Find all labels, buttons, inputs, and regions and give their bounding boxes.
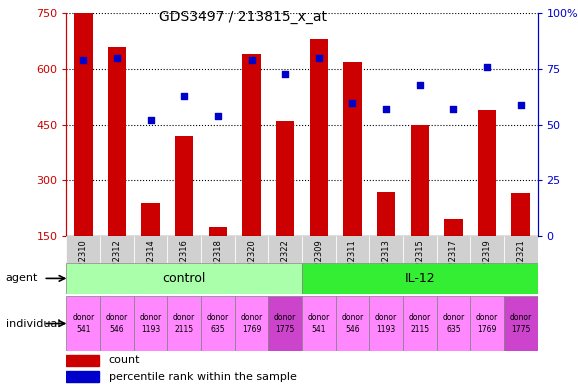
Bar bbox=[512, 194, 530, 236]
Bar bbox=[74, 13, 92, 236]
Text: donor
2115: donor 2115 bbox=[173, 313, 195, 334]
Text: donor
1769: donor 1769 bbox=[240, 313, 262, 334]
Text: GSM322319: GSM322319 bbox=[483, 239, 491, 290]
Text: donor
541: donor 541 bbox=[72, 313, 94, 334]
Bar bbox=[168, 296, 201, 351]
Text: GSM322322: GSM322322 bbox=[281, 239, 290, 290]
Text: donor
1775: donor 1775 bbox=[510, 313, 532, 334]
Text: IL-12: IL-12 bbox=[405, 272, 435, 285]
Text: donor
546: donor 546 bbox=[106, 313, 128, 334]
Bar bbox=[369, 296, 403, 351]
Bar bbox=[100, 236, 134, 263]
Bar bbox=[302, 263, 538, 294]
Bar bbox=[504, 296, 538, 351]
Bar bbox=[403, 236, 436, 263]
Bar bbox=[66, 296, 100, 351]
Text: GSM322311: GSM322311 bbox=[348, 239, 357, 290]
Bar bbox=[175, 136, 194, 236]
Bar bbox=[66, 236, 100, 263]
Text: GSM322315: GSM322315 bbox=[415, 239, 424, 290]
Bar bbox=[470, 236, 504, 263]
Text: individual: individual bbox=[6, 318, 60, 329]
Text: donor
546: donor 546 bbox=[342, 313, 364, 334]
Text: GSM322321: GSM322321 bbox=[516, 239, 525, 290]
Bar bbox=[336, 296, 369, 351]
Bar bbox=[403, 296, 436, 351]
Point bbox=[415, 82, 424, 88]
Text: GSM322309: GSM322309 bbox=[314, 239, 323, 290]
Bar bbox=[242, 54, 261, 236]
Bar bbox=[66, 263, 302, 294]
Bar bbox=[504, 236, 538, 263]
Point bbox=[112, 55, 121, 61]
Bar bbox=[410, 125, 429, 236]
Bar bbox=[235, 236, 268, 263]
Bar bbox=[336, 236, 369, 263]
Bar bbox=[235, 296, 268, 351]
Bar bbox=[276, 121, 294, 236]
Bar bbox=[310, 40, 328, 236]
Bar bbox=[66, 355, 99, 366]
Point bbox=[483, 64, 492, 70]
Bar bbox=[302, 296, 336, 351]
Bar bbox=[268, 296, 302, 351]
Text: donor
1769: donor 1769 bbox=[476, 313, 498, 334]
Bar bbox=[134, 296, 168, 351]
Text: GDS3497 / 213815_x_at: GDS3497 / 213815_x_at bbox=[159, 10, 327, 23]
Bar bbox=[302, 236, 336, 263]
Point bbox=[381, 106, 391, 112]
Point bbox=[449, 106, 458, 112]
Text: control: control bbox=[162, 272, 206, 285]
Bar bbox=[470, 296, 504, 351]
Text: GSM322313: GSM322313 bbox=[381, 239, 391, 290]
Bar bbox=[436, 296, 470, 351]
Bar bbox=[343, 62, 362, 236]
Text: GSM322318: GSM322318 bbox=[213, 239, 223, 290]
Text: donor
2115: donor 2115 bbox=[409, 313, 431, 334]
Point bbox=[79, 57, 88, 63]
Text: donor
1775: donor 1775 bbox=[274, 313, 297, 334]
Bar bbox=[478, 110, 497, 236]
Text: donor
635: donor 635 bbox=[442, 313, 465, 334]
Text: percentile rank within the sample: percentile rank within the sample bbox=[109, 372, 297, 382]
Text: GSM322317: GSM322317 bbox=[449, 239, 458, 290]
Text: donor
1193: donor 1193 bbox=[375, 313, 397, 334]
Point bbox=[516, 102, 525, 108]
Bar bbox=[209, 227, 227, 236]
Bar bbox=[100, 296, 134, 351]
Bar bbox=[142, 203, 160, 236]
Bar bbox=[268, 236, 302, 263]
Text: GSM322314: GSM322314 bbox=[146, 239, 155, 290]
Bar bbox=[444, 220, 462, 236]
Text: donor
1193: donor 1193 bbox=[139, 313, 162, 334]
Bar bbox=[108, 47, 126, 236]
Point bbox=[146, 117, 155, 123]
Bar bbox=[436, 236, 470, 263]
Bar bbox=[201, 236, 235, 263]
Point bbox=[180, 93, 189, 99]
Bar bbox=[66, 371, 99, 382]
Bar bbox=[201, 296, 235, 351]
Text: donor
541: donor 541 bbox=[307, 313, 330, 334]
Point bbox=[348, 99, 357, 106]
Bar bbox=[377, 192, 395, 236]
Text: agent: agent bbox=[6, 273, 38, 283]
Text: count: count bbox=[109, 356, 140, 366]
Text: GSM322312: GSM322312 bbox=[113, 239, 121, 290]
Bar bbox=[168, 236, 201, 263]
Point bbox=[213, 113, 223, 119]
Bar bbox=[134, 236, 168, 263]
Text: donor
635: donor 635 bbox=[207, 313, 229, 334]
Point bbox=[247, 57, 256, 63]
Text: GSM322316: GSM322316 bbox=[180, 239, 189, 290]
Text: GSM322320: GSM322320 bbox=[247, 239, 256, 290]
Point bbox=[314, 55, 324, 61]
Point bbox=[280, 71, 290, 77]
Text: GSM322310: GSM322310 bbox=[79, 239, 88, 290]
Bar bbox=[369, 236, 403, 263]
